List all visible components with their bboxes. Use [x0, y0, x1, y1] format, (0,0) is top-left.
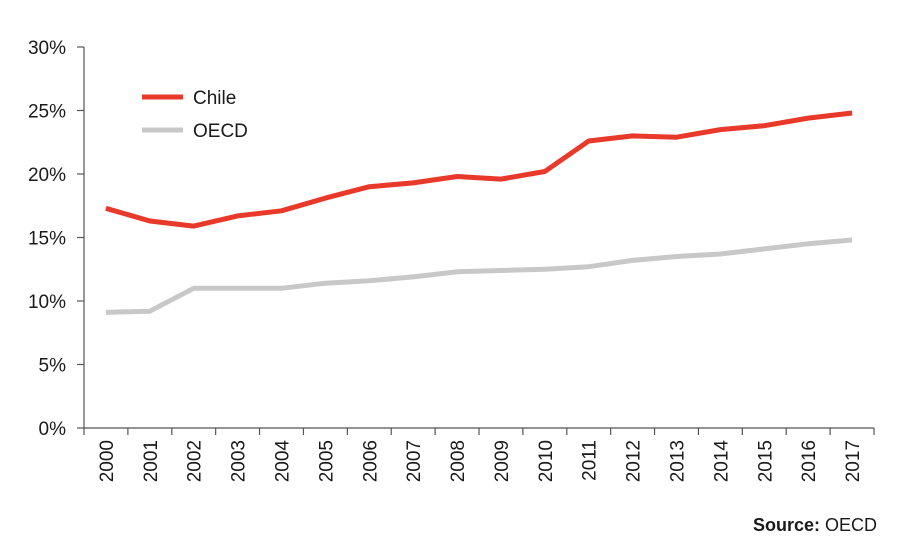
x-tick-label: 2002	[185, 440, 206, 482]
x-tick-label: 2000	[97, 440, 118, 482]
y-tick-label: 15%	[28, 229, 66, 250]
legend: Chile OECD	[142, 88, 248, 142]
x-tick-label: 2007	[404, 440, 425, 482]
x-tick-label: 2015	[755, 440, 776, 482]
source-note: Source: OECD	[753, 515, 877, 536]
x-tick-label: 2001	[141, 440, 162, 482]
y-tick-label: 30%	[28, 38, 66, 59]
y-tick-label: 20%	[28, 165, 66, 186]
source-text: OECD	[819, 515, 877, 535]
series-line-chile	[105, 110, 853, 229]
x-tick-label: 2008	[448, 440, 469, 482]
y-tick-label: 0%	[39, 419, 67, 440]
series-line-oecd	[105, 237, 853, 315]
x-tick-label: 2013	[668, 440, 689, 482]
y-axis: 0% 5% 10% 15% 20% 25% 30%	[28, 38, 85, 440]
x-tick-label: 2014	[711, 440, 732, 483]
y-tick-label: 25%	[28, 102, 66, 123]
y-tick-label: 5%	[39, 356, 67, 377]
legend-label-chile: Chile	[193, 88, 236, 109]
legend-label-oecd: OECD	[193, 121, 248, 142]
x-tick-label: 2005	[316, 440, 337, 482]
x-tick-label: 2004	[273, 440, 294, 483]
x-tick-label: 2011	[580, 440, 601, 481]
x-tick-label: 2012	[624, 440, 645, 482]
source-prefix: Source:	[752, 515, 820, 535]
x-axis: 2000 2001 2002 2003 2004 2005 2006 2007 2008 2009…	[83, 427, 875, 483]
x-tick-label: 2006	[360, 440, 381, 482]
x-tick-label: 2009	[492, 440, 513, 482]
x-tick-label: 2016	[799, 440, 820, 482]
x-tick-label: 2003	[229, 440, 250, 482]
x-tick-label: 2010	[536, 440, 557, 482]
x-tick-label: 2017	[843, 440, 864, 482]
y-tick-label: 10%	[28, 292, 66, 313]
series-lines	[105, 110, 853, 315]
